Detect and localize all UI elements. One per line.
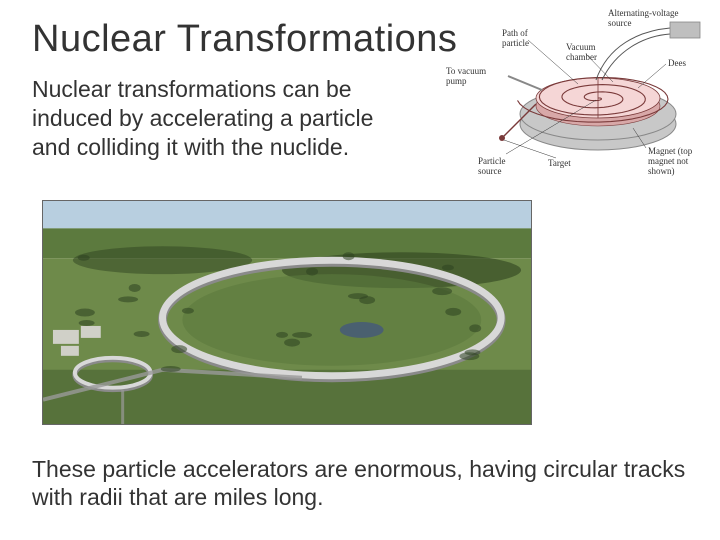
footer-text: These particle accelerators are enormous… (32, 455, 688, 513)
svg-text:Magnet (topmagnet notshown): Magnet (topmagnet notshown) (648, 146, 693, 176)
svg-text:To vacuumpump: To vacuumpump (446, 66, 486, 86)
svg-text:Particlesource: Particlesource (478, 156, 506, 176)
svg-text:Vacuumchamber: Vacuumchamber (566, 42, 597, 62)
svg-text:Alternating-voltagesource: Alternating-voltagesource (608, 8, 678, 28)
accelerator-aerial-photo (42, 200, 532, 425)
cyclotron-diagram: Alternating-voltagesource Path ofparticle… (438, 6, 708, 186)
svg-text:Target: Target (548, 158, 571, 168)
svg-text:Path ofparticle: Path ofparticle (502, 28, 529, 48)
intro-text: Nuclear transformations can be induced b… (32, 75, 412, 161)
svg-text:Dees: Dees (668, 58, 686, 68)
